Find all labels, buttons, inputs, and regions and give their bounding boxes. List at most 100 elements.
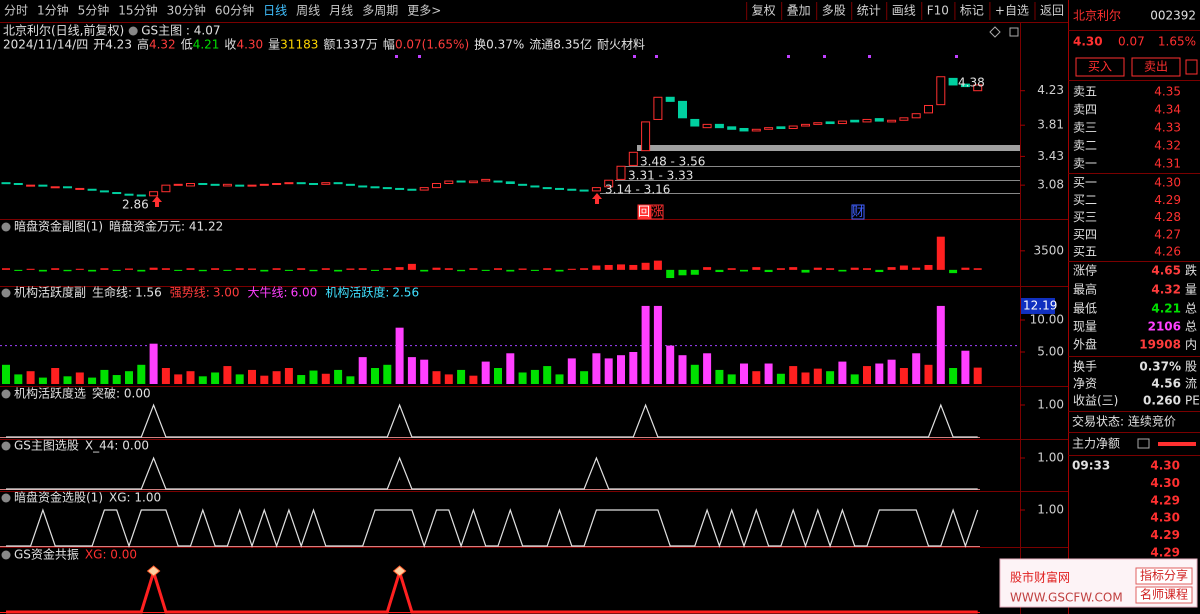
toolbar-tab[interactable]: 多周期	[362, 4, 398, 18]
fund-bar	[334, 269, 343, 272]
activity-bar	[248, 369, 256, 384]
activity-bar	[617, 355, 625, 384]
stat-tail: 内	[1185, 338, 1197, 352]
activity-bar	[506, 353, 515, 384]
toolbar-button[interactable]: 复权	[752, 4, 776, 18]
activity-bar	[26, 371, 35, 384]
flow-icon	[1137, 438, 1150, 449]
candle	[210, 183, 220, 186]
signal-dots	[395, 55, 958, 58]
fund-bar	[481, 269, 490, 271]
candle	[419, 187, 429, 191]
ask-label: 卖二	[1073, 139, 1097, 153]
info-label: 额	[323, 38, 335, 52]
activity-bar	[875, 363, 884, 384]
window-icons[interactable]	[989, 26, 1019, 38]
info-value: 4.32	[149, 38, 176, 52]
sell-label[interactable]: 卖出	[1144, 60, 1168, 74]
fund-bar	[875, 269, 884, 273]
candle	[407, 188, 417, 191]
toolbar-button[interactable]: 统计	[857, 4, 881, 18]
activity-bar	[666, 345, 675, 384]
fund-bar	[580, 268, 589, 270]
collapse-icon[interactable]	[128, 26, 138, 36]
stat-value: 4.56	[1151, 377, 1181, 391]
fund-bar	[801, 269, 810, 273]
fund-bar	[703, 267, 712, 270]
toolbar-tab[interactable]: 月线	[329, 4, 353, 18]
watermark-title: 股市财富网	[1010, 570, 1070, 585]
event-badge	[650, 204, 664, 220]
stat-tail: PE	[1185, 394, 1200, 408]
stat-tail: 量	[1185, 283, 1197, 297]
activity-bar	[297, 375, 306, 384]
resistance-band	[637, 145, 1020, 151]
fund-bar	[518, 268, 527, 270]
activity-bar	[764, 363, 773, 384]
candle	[924, 104, 933, 114]
candle	[345, 183, 355, 186]
buy-button[interactable]	[1075, 57, 1125, 77]
toolbar-tab[interactable]: 1分钟	[37, 3, 69, 18]
toolbar-tab[interactable]: 周线	[296, 4, 320, 18]
fund-bar	[494, 268, 502, 270]
activity-bar	[272, 371, 281, 384]
stat-label: 收益(三)	[1073, 394, 1118, 408]
fund-bar	[690, 269, 699, 275]
fund-bar	[776, 268, 785, 270]
toolbar-tab[interactable]: 更多>	[407, 4, 441, 18]
expand-button[interactable]	[1185, 59, 1198, 75]
fund-bar	[826, 268, 835, 270]
toolbar-tab[interactable]: 5分钟	[78, 3, 110, 18]
toolbar-tab[interactable]: 分时	[4, 4, 28, 18]
collapse-icon[interactable]	[1, 550, 11, 560]
toolbar-button[interactable]: 返回	[1040, 4, 1064, 18]
toolbar-button[interactable]: 标记	[960, 4, 984, 18]
candle	[678, 100, 687, 119]
activity-bar	[678, 355, 687, 384]
activity-bar	[801, 372, 810, 384]
toolbar-button[interactable]: F10	[927, 4, 949, 18]
sell-button[interactable]	[1131, 57, 1181, 77]
bid-label: 买三	[1073, 210, 1097, 224]
chart-title: 北京利尔(日线,前复权)	[3, 23, 124, 38]
toolbar-button[interactable]: 画线	[892, 4, 916, 18]
activity-bar	[973, 367, 982, 384]
fund-bar	[223, 269, 232, 271]
activity-bar	[186, 371, 195, 384]
fund-bar	[973, 268, 982, 270]
collapse-icon[interactable]	[1, 288, 11, 298]
activity-bar	[924, 364, 933, 384]
collapse-icon[interactable]	[1, 389, 11, 399]
toolbar-tab[interactable]: 30分钟	[167, 3, 206, 18]
fund-bar	[838, 269, 847, 272]
ask-label: 卖三	[1073, 121, 1097, 135]
buy-label[interactable]: 买入	[1088, 60, 1112, 74]
bid-label: 买二	[1073, 193, 1097, 207]
event-mark: 回	[638, 205, 650, 219]
activity-bar	[653, 305, 662, 384]
info-label: 开	[93, 38, 105, 52]
bid-price: 4.26	[1154, 245, 1181, 259]
tick-price: 4.29	[1150, 546, 1180, 560]
toolbar-button[interactable]: +自选	[995, 4, 1029, 18]
signal-line	[6, 566, 978, 614]
activity-bar	[826, 371, 835, 384]
toolbar-button[interactable]: 多股	[822, 4, 846, 18]
signal-diamond	[146, 565, 161, 577]
toolbar-button[interactable]: 叠加	[787, 4, 811, 18]
level-lines	[600, 166, 1020, 194]
toolbar-tab[interactable]: 日线	[263, 4, 287, 18]
activity-bar	[444, 374, 453, 384]
toolbar-tab[interactable]: 15分钟	[118, 3, 157, 18]
candle	[776, 126, 786, 129]
collapse-icon[interactable]	[1, 441, 11, 451]
collapse-icon[interactable]	[1, 493, 11, 503]
info-value: 0.37%	[486, 38, 524, 52]
candle	[764, 127, 774, 130]
activity-bar	[63, 376, 72, 384]
collapse-icon[interactable]	[1, 222, 11, 232]
candle	[591, 187, 601, 192]
activity-bar	[112, 375, 121, 384]
toolbar-tab[interactable]: 60分钟	[215, 3, 254, 18]
